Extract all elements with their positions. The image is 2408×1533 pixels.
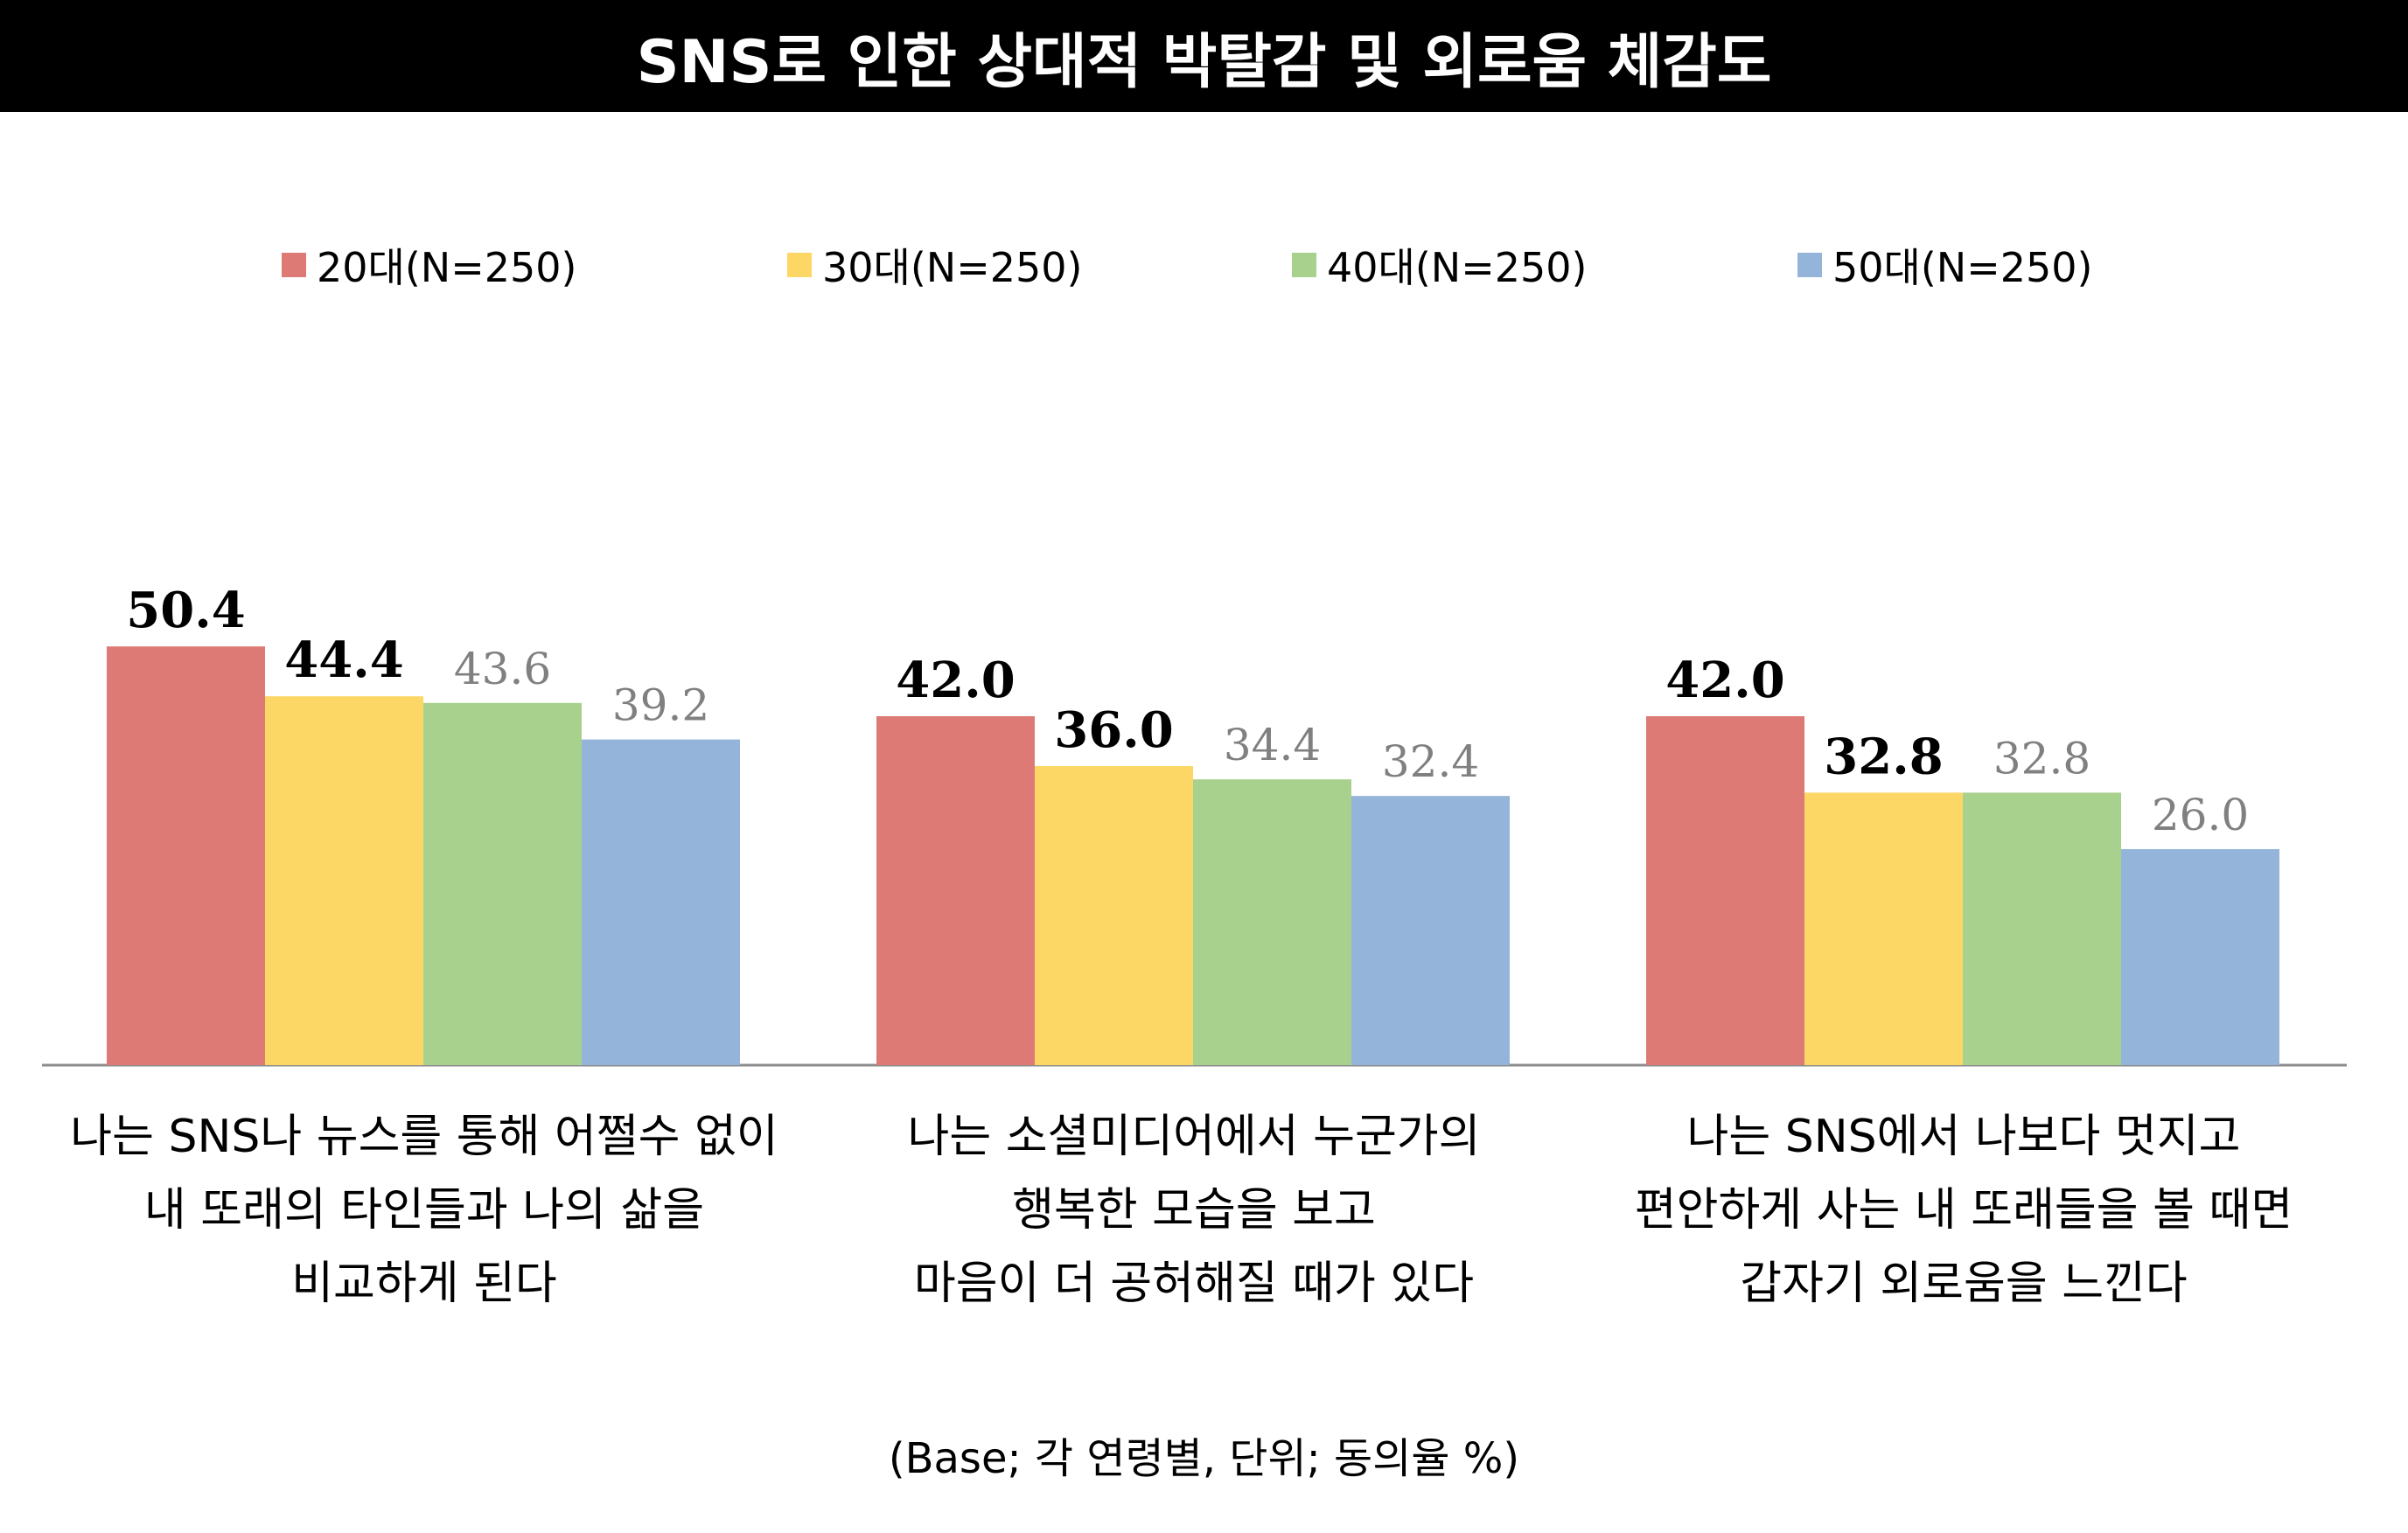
data-label-30s-category-1: 44.4 <box>284 631 403 689</box>
category-label-1-line-3: 비교하게 된다 <box>291 1258 557 1310</box>
data-label-30s-category-2: 36.0 <box>1054 701 1173 759</box>
category-label-1: 나는 SNS나 뉴스를 통해 어쩔수 없이 내 또래의 타인들과 나의 삶을 비… <box>22 1100 827 1320</box>
bar-40s-category-2 <box>1193 779 1351 1065</box>
data-label-40s-category-3: 32.8 <box>1993 733 2090 784</box>
legend-item-30s: 30대(N=250) <box>787 234 1083 296</box>
title-bar: SNS로 인한 상대적 박탈감 및 외로움 체감도 <box>0 0 2408 112</box>
data-label-30s-category-3: 32.8 <box>1824 728 1943 785</box>
bar-40s-category-1 <box>423 702 582 1065</box>
category-label-3: 나는 SNS에서 나보다 멋지고 편안하게 사는 내 또래들을 볼 때면 갑자기… <box>1561 1100 2366 1320</box>
bar-40s-category-3 <box>1963 792 2121 1065</box>
legend-label-50s: 50대(N=250) <box>1832 244 2093 291</box>
bar-50s-category-1 <box>582 739 740 1065</box>
category-label-2-line-2: 행복한 모습을 보고 <box>1012 1184 1376 1237</box>
base-note: (Base; 각 연령별, 단위; 동의율 %) <box>888 1434 1520 1483</box>
legend-label-30s: 30대(N=250) <box>822 244 1083 291</box>
legend-item-50s: 50대(N=250) <box>1797 234 2093 296</box>
legend-label-20s: 20대(N=250) <box>317 244 577 291</box>
category-label-1-line-1: 나는 SNS나 뉴스를 통해 어쩔수 없이 <box>70 1111 778 1163</box>
category-label-3-line-1: 나는 SNS에서 나보다 멋지고 <box>1686 1111 2241 1163</box>
bar-30s-category-1 <box>265 696 423 1065</box>
bar-50s-category-2 <box>1351 796 1510 1065</box>
bar-30s-category-3 <box>1804 792 1963 1065</box>
data-label-20s-category-2: 42.0 <box>896 652 1015 709</box>
data-label-50s-category-3: 26.0 <box>2152 790 2249 840</box>
bar-20s-category-1 <box>107 646 265 1065</box>
bar-20s-category-2 <box>876 716 1035 1065</box>
data-label-40s-category-1: 43.6 <box>454 644 551 694</box>
legend-swatch-20s <box>282 253 306 277</box>
chart-title: SNS로 인한 상대적 박탈감 및 외로움 체감도 <box>636 27 1772 97</box>
legend-label-40s: 40대(N=250) <box>1327 244 1588 291</box>
legend: 20대(N=250) 30대(N=250) 40대(N=250) 50대(N=2… <box>0 234 2408 296</box>
data-label-50s-category-1: 39.2 <box>612 680 709 731</box>
bar-50s-category-3 <box>2121 849 2279 1065</box>
data-label-20s-category-1: 50.4 <box>126 582 245 639</box>
category-label-3-line-3: 갑자기 외로움을 느낀다 <box>1740 1258 2188 1310</box>
category-label-2: 나는 소셜미디어에서 누군가의 행복한 모습을 보고 마음이 더 공허해질 때가… <box>792 1100 1596 1320</box>
data-label-20s-category-3: 42.0 <box>1665 652 1784 709</box>
legend-swatch-40s <box>1292 253 1316 277</box>
category-label-2-line-3: 마음이 더 공허해질 때가 있다 <box>913 1258 1475 1310</box>
category-label-3-line-2: 편안하게 사는 내 또래들을 볼 때면 <box>1634 1184 2293 1237</box>
legend-swatch-30s <box>787 253 812 277</box>
bar-20s-category-3 <box>1646 716 1804 1065</box>
data-label-40s-category-2: 34.4 <box>1224 720 1321 770</box>
legend-swatch-50s <box>1797 253 1822 277</box>
bar-30s-category-2 <box>1035 766 1193 1065</box>
legend-item-20s: 20대(N=250) <box>282 234 577 296</box>
data-label-50s-category-2: 32.4 <box>1382 736 1479 787</box>
category-label-2-line-1: 나는 소셜미디어에서 누군가의 <box>907 1111 1481 1163</box>
category-label-1-line-2: 내 또래의 타인들과 나의 삶을 <box>143 1184 705 1237</box>
legend-item-40s: 40대(N=250) <box>1292 234 1588 296</box>
